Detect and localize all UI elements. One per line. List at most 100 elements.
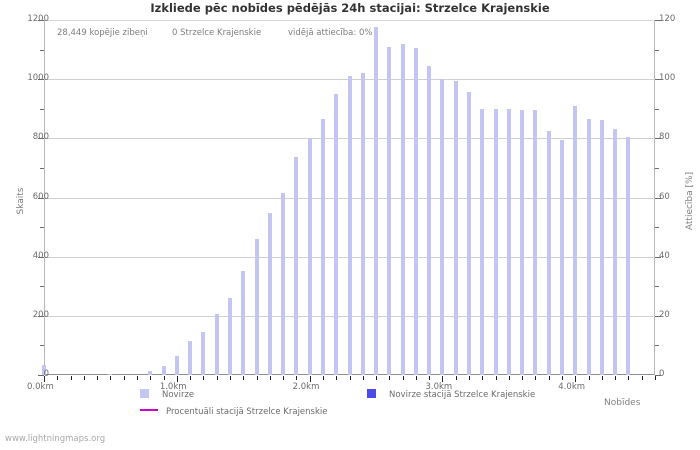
bar[interactable] <box>42 364 46 375</box>
bar[interactable] <box>467 92 472 375</box>
x-axis-tick <box>44 376 45 382</box>
bar[interactable] <box>347 76 352 375</box>
y-axis-left-tick-label: 1200 <box>27 14 49 24</box>
bar[interactable] <box>161 366 166 375</box>
x-axis-tick <box>283 376 285 380</box>
x-axis-tick <box>522 376 524 380</box>
bar[interactable] <box>533 110 538 375</box>
bar[interactable] <box>387 46 392 375</box>
bar[interactable] <box>360 73 365 375</box>
x-axis-tick <box>362 376 364 380</box>
bar[interactable] <box>227 297 232 375</box>
bar[interactable] <box>281 193 286 375</box>
legend-item-percent-station[interactable]: Procentuāli stacijā Strzelce Krajenskie <box>140 407 327 417</box>
y-axis-right-tick <box>655 79 661 81</box>
bar[interactable] <box>493 108 498 375</box>
bar[interactable] <box>573 105 578 375</box>
legend-label-percent-station: Procentuāli stacijā Strzelce Krajenskie <box>166 407 328 417</box>
y-axis-right-minor-tick <box>655 345 659 347</box>
bar[interactable] <box>599 120 604 375</box>
x-axis-tick <box>376 376 378 380</box>
bar[interactable] <box>108 373 113 375</box>
x-axis-tick <box>269 376 271 380</box>
legend-swatch-deviation <box>140 389 149 398</box>
y-axis-right-minor-tick <box>655 227 659 229</box>
x-axis-tick-label: 1.0km <box>159 382 187 392</box>
y-axis-left-tick <box>38 375 44 376</box>
y-axis-right-tick-label: 0 <box>659 369 665 379</box>
bar[interactable] <box>506 108 511 375</box>
bar[interactable] <box>320 119 325 375</box>
bar[interactable] <box>440 79 445 375</box>
annotation-average-ratio: vidējā attiecība: 0% <box>288 28 373 38</box>
x-axis-tick <box>615 376 617 380</box>
bar[interactable] <box>174 355 179 375</box>
x-axis-tick <box>163 376 165 380</box>
bar[interactable] <box>413 48 418 375</box>
bar[interactable] <box>520 110 525 375</box>
x-axis-tick <box>535 376 537 380</box>
y-axis-left-tick <box>38 138 44 140</box>
y-axis-left-tick <box>38 315 44 317</box>
y-axis-left-tick <box>38 197 44 199</box>
x-axis-tick <box>216 376 218 380</box>
y-axis-left-minor-tick <box>40 49 44 51</box>
x-axis-tick-label: 3.0km <box>425 382 453 392</box>
legend-line-percent-station <box>140 409 158 411</box>
y-axis-left-tick-label: 400 <box>32 250 49 261</box>
legend-label-deviation: Novirze <box>162 390 195 400</box>
x-axis-tick <box>110 376 112 380</box>
bar[interactable] <box>480 108 485 375</box>
bar[interactable] <box>400 43 405 375</box>
bar[interactable] <box>453 80 458 375</box>
bar[interactable] <box>148 371 153 375</box>
bar[interactable] <box>374 27 379 375</box>
bar[interactable] <box>427 65 432 375</box>
y-axis-right-tick-label: 120 <box>659 14 676 24</box>
bar[interactable] <box>241 271 246 375</box>
y-axis-left-minor-tick <box>40 227 44 229</box>
bar[interactable] <box>560 139 565 375</box>
bar[interactable] <box>334 93 339 375</box>
y-axis-right-minor-tick <box>655 167 659 169</box>
y-axis-left-tick-label: 200 <box>32 309 49 320</box>
y-axis-left-tick-label: 1000 <box>27 73 49 84</box>
x-axis-tick <box>336 376 338 380</box>
x-axis-tick <box>243 376 245 380</box>
watermark: www.lightningmaps.org <box>5 434 106 444</box>
bar[interactable] <box>546 130 551 375</box>
bar[interactable] <box>626 136 631 375</box>
y-axis-right-tick-label: 80 <box>659 132 670 143</box>
y-axis-left-tick-label: 800 <box>32 132 49 143</box>
bar[interactable] <box>613 129 618 375</box>
y-axis-left-tick-label: 0 <box>43 369 49 379</box>
legend-item-deviation[interactable]: Novirze <box>140 389 194 400</box>
y-axis-right-label: Attiecība [%] <box>685 171 695 231</box>
x-axis-tick <box>150 376 152 380</box>
chart-title: Izkliede pēc nobīdes pēdējās 24h stacija… <box>150 1 550 15</box>
bar[interactable] <box>188 340 193 375</box>
bar[interactable] <box>267 212 272 375</box>
x-axis-tick <box>389 376 391 380</box>
y-axis-left-minor-tick <box>40 108 44 110</box>
bar[interactable] <box>307 138 312 375</box>
x-axis-tick-label: 0.0km <box>27 382 54 392</box>
x-axis-tick <box>469 376 471 380</box>
y-axis-right-tick-label: 100 <box>659 73 676 84</box>
x-axis-tick <box>70 376 72 380</box>
y-axis-right-tick <box>655 375 661 376</box>
x-axis-tick-label: 4.0km <box>558 382 586 392</box>
x-axis-tick <box>562 376 564 380</box>
x-axis-tick <box>256 376 258 380</box>
x-axis-tick <box>229 376 231 380</box>
legend-swatch-deviation-station <box>367 389 376 398</box>
x-axis-tick <box>309 376 311 382</box>
bar[interactable] <box>214 314 219 375</box>
y-axis-right-tick <box>655 138 661 140</box>
bar[interactable] <box>254 238 259 375</box>
bar[interactable] <box>586 119 591 375</box>
x-axis-tick <box>641 376 643 380</box>
bar[interactable] <box>294 156 299 375</box>
legend-item-deviation-station[interactable]: Novirze stacijā Strzelce Krajenskie <box>367 389 535 400</box>
bar[interactable] <box>201 332 206 375</box>
